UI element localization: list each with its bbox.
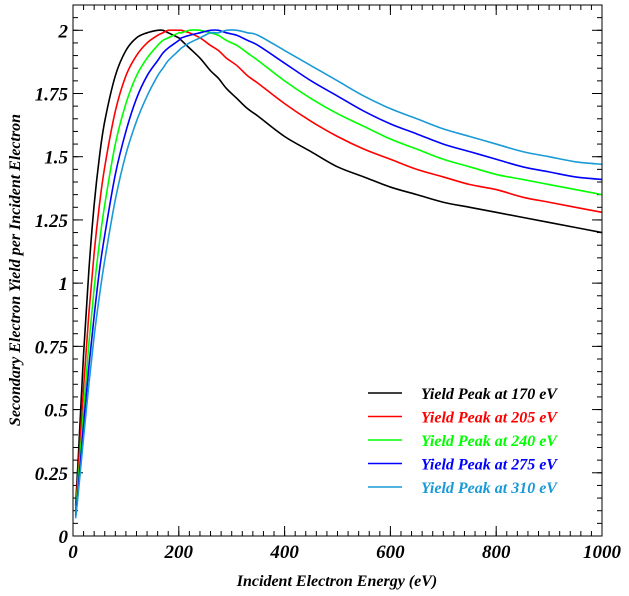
legend-label: Yield Peak at 170 eV <box>421 386 558 403</box>
x-tick-label: 600 <box>376 542 405 563</box>
y-tick-label: 1.75 <box>35 85 69 106</box>
y-tick-label: 0.75 <box>35 337 69 358</box>
legend: Yield Peak at 170 eV Yield Peak at 205 eV… <box>368 386 558 497</box>
y-tick-label: 0.25 <box>35 464 69 485</box>
x-tick-label: 0 <box>68 542 78 563</box>
series-line-4 <box>74 29 603 516</box>
series-line-5 <box>74 29 603 519</box>
y-axis-title: Secondary Electron Yield per Incident El… <box>7 114 24 426</box>
legend-label: Yield Peak at 205 eV <box>421 410 558 427</box>
x-tick-label: 800 <box>482 542 511 563</box>
y-axis-label: Secondary Electron Yield per Incident El… <box>7 114 24 426</box>
x-axis-label: Incident Electron Energy (eV) <box>236 573 437 590</box>
y-tick-label: 2 <box>58 21 69 42</box>
series-layer <box>74 29 603 519</box>
y-tick-label: 0.5 <box>44 401 68 422</box>
series-line-2 <box>74 29 603 511</box>
series-line-1 <box>74 29 603 506</box>
x-tick-label: 400 <box>269 542 299 563</box>
x-tick-label: 200 <box>164 542 194 563</box>
legend-label: Yield Peak at 240 eV <box>421 433 558 450</box>
plot-frame <box>72 4 603 537</box>
y-tick-label: 1.5 <box>44 148 68 169</box>
x-tick-label: 1000 <box>583 542 622 563</box>
y-tick-label: 1.25 <box>35 211 69 232</box>
legend-label: Yield Peak at 310 eV <box>421 480 558 497</box>
y-tick-label: 0 <box>59 527 69 548</box>
legend-label: Yield Peak at 275 eV <box>421 457 558 474</box>
y-tick-label: 1 <box>59 274 69 295</box>
